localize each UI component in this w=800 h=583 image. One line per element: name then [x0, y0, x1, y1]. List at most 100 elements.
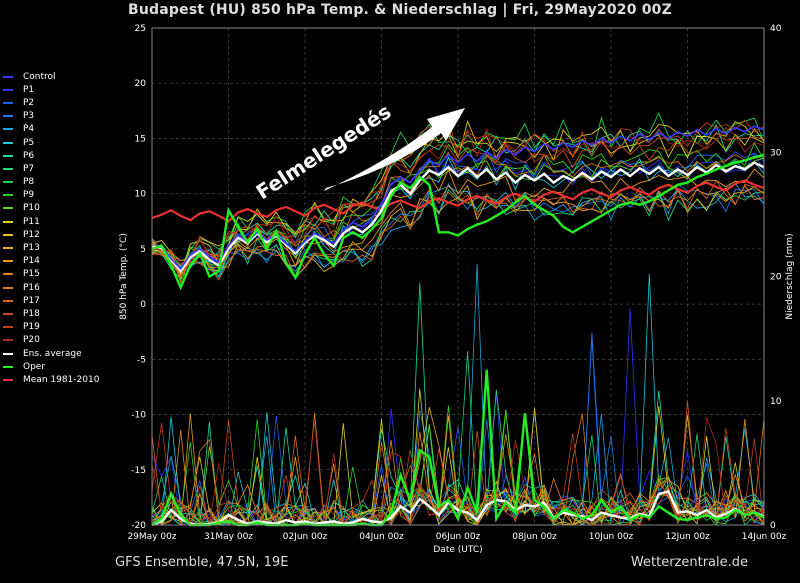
legend-swatch: [3, 352, 13, 355]
x-tick-label: 12Jun 00z: [665, 532, 710, 542]
x-axis-title: Date (UTC): [433, 545, 482, 555]
legend-swatch: [3, 260, 13, 263]
temp-line-mean-1981-2010: [151, 179, 765, 223]
y2-tick-label: 40: [770, 24, 782, 34]
x-tick-label: 02Jun 00z: [283, 532, 328, 542]
legend-swatch: [3, 273, 13, 276]
legend-swatch: [3, 88, 13, 91]
chart-title: Budapest (HU) 850 hPa Temp. & Niederschl…: [128, 2, 672, 18]
legend-label: P12: [23, 229, 40, 240]
ensemble-precip-line: [151, 282, 765, 526]
legend-swatch: [3, 286, 13, 289]
y2-tick-label: 10: [770, 397, 782, 407]
highlighted-temperature-lines: [151, 125, 765, 527]
legend-item: P18: [3, 307, 121, 320]
legend-swatch: [3, 75, 13, 78]
legend-label: P19: [23, 322, 40, 333]
legend-label: Ens. average: [23, 348, 82, 359]
legend-label: P5: [23, 137, 35, 148]
legend-label: P17: [23, 295, 40, 306]
y2-tick-label: 0: [770, 521, 776, 531]
legend-item: P6: [3, 149, 121, 162]
legend-label: P7: [23, 163, 35, 174]
legend-label: P4: [23, 124, 35, 135]
legend-label: P16: [23, 282, 40, 293]
legend-label: P11: [23, 216, 40, 227]
temp-line-control: [151, 125, 765, 271]
y-tick-label: 10: [135, 190, 147, 200]
y-tick-label: 0: [140, 300, 146, 310]
ensemble-member-line: [151, 112, 765, 275]
legend-label: P10: [23, 203, 40, 214]
legend-item: Control: [3, 70, 121, 83]
legend-item: P9: [3, 189, 121, 202]
legend-swatch: [3, 181, 13, 184]
legend-swatch: [3, 154, 13, 157]
x-tick-label: 31May 00z: [204, 532, 253, 542]
legend-swatch: [3, 220, 13, 223]
legend-swatch: [3, 365, 13, 368]
footer-source: GFS Ensemble, 47.5N, 19E: [115, 555, 289, 570]
legend-item: P17: [3, 294, 121, 307]
legend-label: P3: [23, 111, 35, 122]
axes: 25 20 15 10 5 0 -5 -10 -15 -20 40 30 20 10 0 29May 00z 3…: [119, 24, 795, 555]
legend-item: P5: [3, 136, 121, 149]
legend-item: Mean 1981-2010: [3, 373, 121, 386]
legend-item: P8: [3, 176, 121, 189]
ensemble-member-line: [151, 184, 765, 274]
ensemble-member-line: [151, 189, 765, 281]
legend-item: P7: [3, 162, 121, 175]
plot-frame: [151, 27, 765, 526]
legend-label: P6: [23, 150, 35, 161]
legend-label: P13: [23, 243, 40, 254]
y-tick-label: 20: [135, 79, 147, 89]
y-tick-label: 15: [135, 134, 146, 144]
y-tick-label: -15: [131, 466, 146, 476]
legend-swatch: [3, 128, 13, 131]
y2-axis-title: Niederschlag (mm): [785, 233, 795, 319]
y-tick-label: 5: [140, 245, 146, 255]
legend-label: P1: [23, 84, 35, 95]
legend-label: P14: [23, 256, 40, 267]
legend-item: P20: [3, 334, 121, 347]
x-tick-label: 06Jun 00z: [436, 532, 481, 542]
warming-arrow: [324, 108, 465, 191]
arrow-body: [324, 108, 465, 191]
grid: [151, 27, 765, 526]
legend-item: P14: [3, 255, 121, 268]
y2-tick-label: 30: [770, 148, 782, 158]
temp-line-oper: [151, 153, 765, 291]
y2-tick-label: 20: [770, 273, 782, 283]
ensemble-member-line: [151, 120, 765, 262]
legend-label: Control: [23, 71, 56, 82]
legend-item: P1: [3, 83, 121, 96]
legend-swatch: [3, 312, 13, 315]
legend-label: Mean 1981-2010: [23, 374, 100, 385]
legend-item: P16: [3, 281, 121, 294]
x-tick-label: 08Jun 00z: [512, 532, 557, 542]
legend-swatch: [3, 167, 13, 170]
legend-swatch: [3, 207, 13, 210]
legend-item: P11: [3, 215, 121, 228]
legend-swatch: [3, 101, 13, 104]
ensemble-precip-line: [151, 332, 765, 527]
x-tick-label: 10Jun 00z: [589, 532, 634, 542]
legend-item: P15: [3, 268, 121, 281]
legend-swatch: [3, 247, 13, 250]
legend-swatch: [3, 299, 13, 302]
x-tick-label: 14Jun 00z: [742, 532, 787, 542]
legend-swatch: [3, 115, 13, 118]
legend-label: P20: [23, 335, 40, 346]
legend-label: P9: [23, 190, 35, 201]
y-axis-title: 850 hPa Temp. (°C): [119, 233, 129, 320]
ensemble-member-line: [151, 127, 765, 273]
footer-site: Wetterzentrale.de: [630, 555, 748, 570]
legend-item: P13: [3, 241, 121, 254]
legend-item: P2: [3, 96, 121, 109]
legend-item: Oper: [3, 360, 121, 373]
legend-label: P8: [23, 177, 35, 188]
x-tick-label: 29May 00z: [127, 532, 176, 542]
legend-item: Ens. average: [3, 347, 121, 360]
x-tick-label: 04Jun 00z: [359, 532, 404, 542]
